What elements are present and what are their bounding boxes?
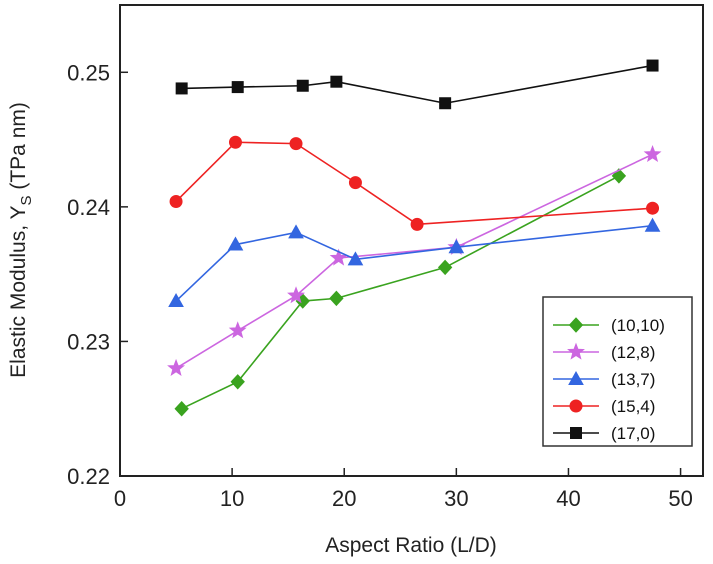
data-point [439, 97, 452, 110]
y-axis-title-subscript: S [18, 195, 35, 205]
data-point [169, 194, 183, 208]
x-tick-label: 50 [668, 486, 692, 511]
data-point [228, 321, 247, 339]
data-point [174, 400, 189, 417]
x-axis-ticks: 0 10 20 30 40 50 [114, 468, 693, 511]
data-point [644, 217, 661, 232]
legend-item: (15,4) [553, 397, 655, 416]
legend-marker [569, 399, 583, 413]
x-tick-label: 10 [220, 486, 244, 511]
legend-item: (13,7) [553, 370, 655, 389]
legend-marker [568, 317, 584, 333]
y-tick-label: 0.23 [67, 329, 110, 354]
legend-item: (12,8) [553, 342, 655, 362]
data-point [437, 259, 453, 276]
y-tick-label: 0.24 [67, 195, 110, 220]
data-point [347, 251, 364, 266]
data-point [330, 75, 343, 88]
y-axis-title-unit: (TPa nm) [7, 102, 30, 195]
y-tick-label: 0.22 [67, 464, 110, 489]
data-point [329, 248, 348, 266]
data-point [168, 293, 184, 308]
legend-marker [568, 370, 584, 385]
legend-item: (10,10) [553, 316, 665, 335]
series-line [175, 224, 653, 302]
data-point [175, 82, 188, 95]
x-axis-title: Aspect Ratio (L/D) [325, 534, 497, 557]
data-point [167, 358, 186, 376]
data-point [643, 144, 662, 162]
legend-label: (13,7) [611, 370, 655, 389]
series-layer [167, 59, 662, 417]
series-line [175, 153, 653, 370]
x-tick-label: 20 [332, 486, 356, 511]
legend-item: (17,0) [553, 424, 655, 443]
legend-label: (12,8) [611, 343, 655, 362]
legend-box [542, 296, 693, 447]
data-point [329, 290, 344, 307]
legend-label: (15,4) [611, 397, 655, 416]
data-point [289, 137, 303, 151]
series-line [181, 175, 620, 410]
x-tick-label: 40 [556, 486, 580, 511]
y-tick-label: 0.25 [67, 60, 110, 85]
series-line [175, 141, 653, 226]
data-point [348, 176, 362, 190]
series-line [181, 64, 653, 105]
data-point [228, 135, 242, 149]
legend-marker [570, 427, 582, 439]
y-axis-ticks: 0.22 0.23 0.24 0.25 [67, 60, 128, 489]
legend: (10,10) (12,8) (13,7) (15,4) (17,0) [542, 296, 693, 447]
series-circle [169, 135, 660, 231]
legend-label: (10,10) [611, 316, 665, 335]
data-point [296, 79, 309, 92]
y-axis-title: Elastic Modulus, YS (TPa nm) [7, 102, 35, 378]
data-point [231, 81, 244, 94]
data-point [646, 201, 660, 215]
data-point [227, 236, 244, 251]
data-point [287, 286, 305, 304]
y-axis-title-main: Elastic Modulus, Y [7, 206, 30, 378]
data-point [230, 374, 245, 390]
data-point [288, 224, 304, 239]
legend-marker [567, 342, 585, 360]
series-triangle [168, 217, 661, 308]
x-tick-label: 0 [114, 486, 126, 511]
series-diamond [174, 168, 627, 417]
plot-frame [119, 4, 704, 477]
data-point [448, 239, 465, 254]
legend-label: (17,0) [611, 424, 655, 443]
data-point [646, 59, 659, 72]
data-point [410, 217, 424, 231]
x-tick-label: 30 [444, 486, 468, 511]
series-square [175, 59, 659, 110]
